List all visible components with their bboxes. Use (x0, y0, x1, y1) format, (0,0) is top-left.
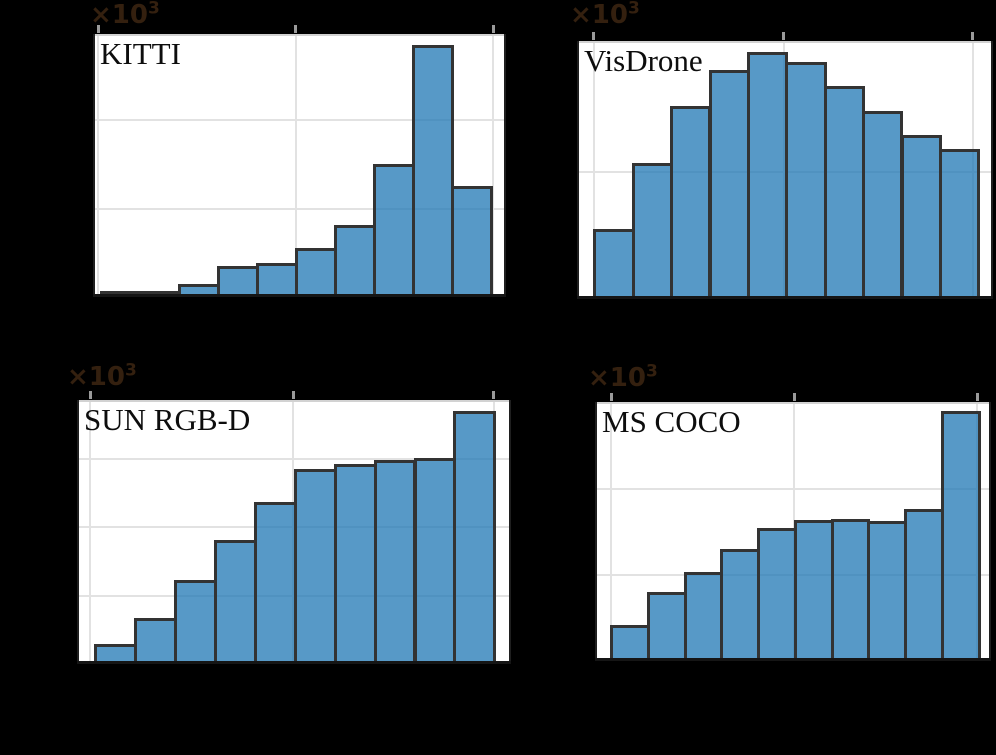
histogram-bar (333, 464, 377, 664)
top-axis-tick (782, 32, 785, 40)
top-axis-tick (792, 393, 796, 401)
histogram-bar (938, 149, 981, 299)
right-spine (989, 402, 991, 661)
histogram-bar (904, 509, 944, 661)
offset-exponent: 3 (124, 360, 137, 381)
y-gridline (93, 119, 506, 122)
histogram-bar (413, 458, 457, 664)
top-axis-tick (609, 393, 613, 401)
histogram-bar (214, 540, 257, 664)
left-spine (595, 402, 597, 661)
top-spine (93, 34, 506, 36)
left-spine (93, 34, 95, 297)
offset-exponent: 3 (627, 0, 640, 19)
histogram-panel-visdrone: VisDrone (577, 32, 993, 299)
top-axis-tick (291, 391, 295, 399)
histogram-bar (412, 45, 454, 297)
histogram-panel-kitti: KITTI (93, 25, 506, 297)
y-gridline (77, 458, 511, 461)
histogram-bar (867, 521, 908, 661)
top-axis-tick (592, 32, 595, 40)
x-gridline (610, 402, 613, 661)
histogram-bar (940, 411, 981, 661)
histogram-bar (293, 469, 337, 664)
top-axis-tick (96, 25, 100, 33)
histogram-bar (610, 625, 650, 661)
top-spine (595, 402, 991, 404)
histogram-bar (785, 62, 827, 299)
right-spine (991, 41, 993, 299)
panel-title-kitti: KITTI (100, 36, 181, 71)
panel-title-mscoco: MS COCO (602, 404, 741, 439)
offset-exponent: 3 (645, 361, 658, 382)
top-axis-tick (491, 25, 495, 33)
x-gridline (492, 34, 494, 297)
histogram-bar (900, 135, 942, 299)
bottom-spine (577, 296, 993, 299)
x-gridline (592, 41, 595, 299)
bottom-spine (93, 294, 506, 297)
offset-exponent: 3 (147, 0, 160, 19)
histogram-bar (830, 519, 871, 661)
histogram-bar (256, 263, 298, 297)
x-gridline (89, 400, 91, 664)
histogram-bar (793, 520, 834, 661)
offset-text-kitti: ×103 (90, 0, 160, 30)
top-axis-tick (975, 393, 979, 401)
histogram-bar (373, 164, 415, 297)
histogram-bar (720, 549, 761, 661)
y-gridline (595, 488, 991, 491)
histogram-bar (683, 572, 724, 661)
top-axis-tick (88, 391, 92, 399)
histogram-bar (862, 111, 904, 299)
histogram-bar (746, 52, 789, 299)
histogram-bar (823, 86, 866, 299)
offset-text-visdrone: ×103 (570, 0, 640, 30)
histogram-bar (295, 248, 337, 297)
left-spine (577, 41, 579, 299)
top-axis-tick (492, 391, 495, 399)
top-spine (77, 400, 511, 402)
right-spine (509, 400, 511, 664)
panel-title-sunrgbd: SUN RGB-D (84, 402, 251, 437)
x-gridline (294, 34, 297, 297)
histogram-bar (646, 592, 687, 661)
histogram-panel-mscoco: MS COCO (595, 393, 991, 661)
bottom-spine (77, 661, 511, 664)
x-gridline (97, 34, 99, 297)
histogram-panel-sunrgbd: SUN RGB-D (77, 391, 511, 664)
histogram-bar (253, 502, 297, 664)
histogram-bar (757, 528, 797, 661)
histogram-bar (174, 580, 217, 664)
histogram-bar (451, 186, 493, 297)
top-axis-tick (294, 25, 297, 33)
bottom-spine (595, 658, 991, 661)
histogram-bar (217, 266, 259, 297)
right-spine (504, 34, 506, 297)
histogram-bar (134, 618, 178, 664)
top-axis-tick (971, 32, 974, 40)
histogram-bar (334, 225, 376, 297)
histogram-bar (708, 70, 750, 299)
histogram-bar (670, 106, 712, 299)
histogram-bar (373, 460, 417, 664)
histogram-bar (631, 163, 674, 299)
offset-text-mscoco: ×103 (588, 361, 658, 393)
histogram-bar (593, 229, 635, 299)
top-spine (577, 41, 993, 43)
y-gridline (93, 207, 506, 210)
left-spine (77, 400, 79, 664)
panel-title-visdrone: VisDrone (584, 43, 703, 78)
histogram-bar (453, 411, 497, 664)
offset-text-sunrgbd: ×103 (67, 360, 137, 392)
